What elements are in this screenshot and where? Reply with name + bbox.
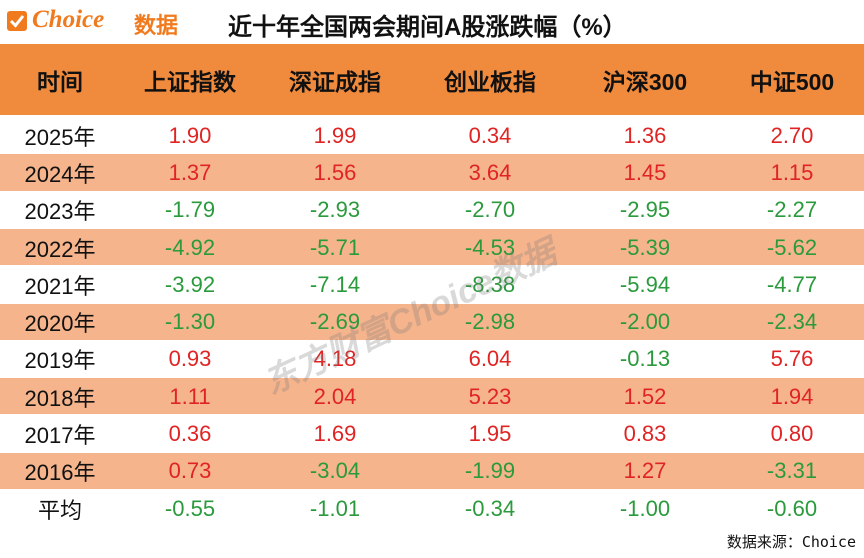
column-header: 上证指数 (144, 68, 236, 95)
value-cell: -1.00 (619, 495, 671, 521)
value-cell: -2.98 (464, 309, 516, 335)
value-cell: 6.04 (468, 346, 512, 372)
value-cell: 1.90 (168, 122, 212, 148)
column-header: 创业板指 (444, 68, 536, 95)
value-cell: -5.71 (309, 234, 361, 260)
row-label: 2024年 (24, 161, 96, 187)
value-cell: -1.30 (164, 309, 216, 335)
value-cell: -4.53 (464, 234, 516, 260)
row-label: 2018年 (24, 385, 96, 411)
column-header: 中证500 (749, 68, 835, 95)
value-cell: 1.37 (168, 159, 212, 185)
row-label: 平均 (37, 497, 82, 523)
row-label: 2020年 (24, 311, 96, 337)
value-cell: -2.00 (619, 309, 671, 335)
value-cell: -3.31 (766, 458, 818, 484)
value-cell: 1.69 (313, 421, 357, 447)
logo-icon (7, 11, 27, 31)
value-cell: 2.70 (770, 122, 814, 148)
value-cell: -0.13 (619, 346, 671, 372)
value-cell: 0.80 (770, 421, 814, 447)
value-cell: -5.39 (619, 234, 671, 260)
value-cell: 0.83 (623, 421, 667, 447)
value-cell: -2.93 (309, 197, 361, 223)
row-label: 2025年 (24, 124, 96, 150)
row-bg (0, 452, 864, 489)
row-bg (0, 228, 864, 266)
row-label: 2016年 (24, 460, 96, 486)
logo-suffix: 数据 (134, 13, 179, 38)
value-cell: 1.95 (468, 421, 512, 447)
row-bg (0, 303, 864, 340)
value-cell: -2.27 (766, 197, 818, 223)
value-cell: -0.34 (464, 495, 516, 521)
value-cell: 0.73 (168, 458, 212, 484)
value-cell: -5.94 (619, 271, 671, 297)
row-label: 2023年 (24, 199, 96, 225)
value-cell: -5.62 (766, 234, 818, 260)
value-cell: 1.45 (623, 159, 667, 185)
value-cell: -3.04 (309, 458, 361, 484)
value-cell: 1.11 (169, 383, 211, 409)
value-cell: -2.69 (309, 309, 361, 335)
column-header: 沪深300 (602, 68, 688, 95)
logo-brand: Choice (32, 6, 105, 33)
value-cell: -1.99 (464, 458, 516, 484)
value-cell: -4.92 (164, 234, 216, 260)
value-cell: -4.77 (766, 271, 818, 297)
value-cell: 5.23 (468, 383, 512, 409)
value-cell: 1.99 (313, 122, 357, 148)
row-label: 2021年 (24, 273, 96, 299)
value-cell: 0.36 (168, 421, 212, 447)
value-cell: -2.70 (464, 197, 516, 223)
footer-source: 数据来源：Choice (726, 533, 856, 551)
value-cell: -0.60 (766, 495, 818, 521)
value-cell: 1.94 (770, 383, 814, 409)
header-row-bg (0, 44, 864, 115)
column-header: 时间 (37, 68, 83, 95)
value-cell: -1.01 (309, 495, 361, 521)
value-cell: 1.27 (623, 458, 667, 484)
value-cell: -8.38 (464, 271, 516, 297)
value-cell: -2.95 (619, 197, 671, 223)
value-cell: 5.76 (770, 346, 814, 372)
value-cell: 4.18 (313, 346, 357, 372)
value-cell: 3.64 (468, 159, 512, 185)
value-cell: 0.34 (468, 122, 512, 148)
row-label: 2019年 (24, 348, 96, 374)
value-cell: 0.93 (168, 346, 212, 372)
title: 近十年全国两会期间A股涨跌幅（%） (228, 14, 627, 41)
row-bg (0, 378, 864, 415)
column-header: 深证成指 (289, 68, 381, 95)
value-cell: 1.52 (623, 383, 667, 409)
row-bg (0, 154, 864, 191)
value-cell: 1.56 (313, 159, 357, 185)
value-cell: -2.34 (766, 309, 818, 335)
value-cell: -7.14 (309, 271, 361, 297)
row-label: 2017年 (24, 423, 96, 449)
value-cell: -0.55 (164, 495, 216, 521)
value-cell: 1.15 (770, 159, 814, 185)
value-cell: 2.04 (313, 383, 357, 409)
value-cell: -3.92 (164, 271, 216, 297)
row-label: 2022年 (24, 236, 96, 262)
value-cell: -1.79 (164, 197, 216, 223)
value-cell: 1.36 (623, 122, 667, 148)
